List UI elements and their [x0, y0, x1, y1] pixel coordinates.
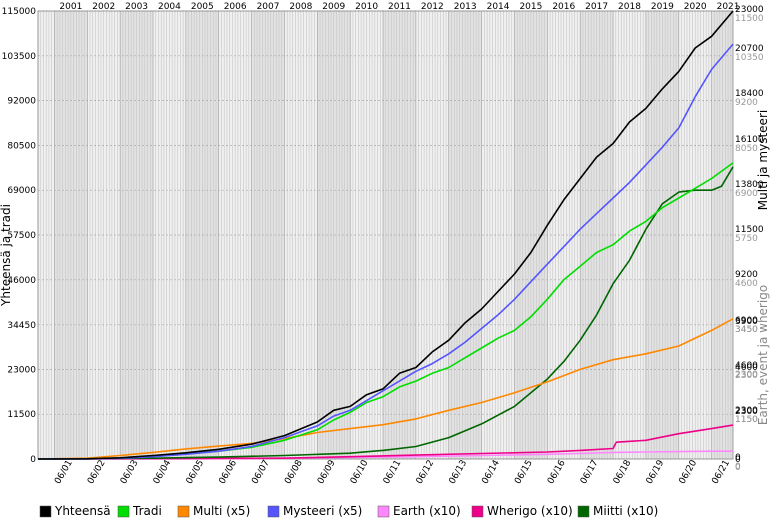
left-tick-label: 34450 [7, 321, 36, 331]
left-axis-ticks: 0 11500 23000 34450 46000 57500 69000 80500 9200… [2, 7, 37, 465]
right-tick-label: 2300 [735, 406, 758, 416]
year-label: 2002 [92, 2, 115, 12]
legend-swatch [471, 505, 484, 518]
right-tick-label-secondary: 11500 [735, 14, 764, 24]
year-label: 2009 [322, 2, 345, 12]
right-tick-label-secondary: 6900 [735, 189, 758, 199]
year-label: 2012 [421, 2, 444, 12]
right-tick-label: 4600 [735, 361, 758, 371]
right-tick-label: 9200 [735, 270, 758, 280]
legend-swatch [39, 505, 52, 518]
year-label: 2014 [487, 2, 510, 12]
right-tick-label: 6900 [735, 316, 758, 326]
right-tick-label-secondary: 1150 [735, 415, 758, 425]
year-label: 2011 [388, 2, 411, 12]
series-line-miitti-x10 [37, 166, 734, 460]
right-axis-title-top: Multi ja mysteeri [756, 110, 770, 210]
right-tick-label-secondary: 5750 [735, 234, 758, 244]
right-axis-title-bottom: Earth, event ja wherigo [756, 285, 770, 425]
right-bottom-tick-label: 4600 [735, 363, 758, 373]
year-label: 2017 [585, 2, 608, 12]
right-tick-label-secondary: 10350 [735, 53, 764, 63]
right-tick-label: 23000 [735, 5, 764, 15]
right-tick-label-secondary: 2300 [735, 370, 758, 380]
right-tick-label-secondary: 3450 [735, 325, 758, 335]
right-tick-label: 18400 [735, 89, 764, 99]
right-tick-label-secondary: 8050 [735, 144, 758, 154]
left-tick-label: 11500 [7, 410, 36, 420]
legend-swatch [267, 505, 280, 518]
year-label: 2001 [59, 2, 82, 12]
right-bottom-tick-label-secondary: 2300 [735, 371, 758, 381]
x-tick-labels: 06/01 06/02 06/03 06/04 06/05 06/06 06/07 06/08… [53, 458, 732, 486]
year-label: 2013 [454, 2, 477, 12]
right-tick-label: 13800 [735, 180, 764, 190]
legend-label: Multi (x5) [193, 504, 250, 518]
year-label: 2007 [257, 2, 280, 12]
series-line-yhteens [37, 10, 734, 460]
year-label: 2016 [552, 2, 575, 12]
legend-label: Miitti (x10) [593, 504, 658, 518]
year-label: 2021 [717, 2, 740, 12]
right-tick-label: 0 [735, 453, 741, 463]
left-tick-label: 69000 [7, 186, 36, 196]
legend: Yhteensä Tradi Multi (x5) Mysteeri (x5) Eart… [39, 504, 658, 518]
year-label: 2019 [651, 2, 674, 12]
right-bottom-tick-label-secondary: 1150 [735, 415, 758, 425]
series-line-mysteeri-x5 [37, 43, 734, 460]
left-tick-label: 103500 [2, 52, 37, 62]
legend-swatch [117, 505, 130, 518]
legend-label: Earth (x10) [393, 504, 461, 518]
right-axis-ticks: 2300020700184001610013800115009200690046… [735, 5, 764, 473]
right-tick-label: 20700 [735, 44, 764, 54]
right-tick-label: 16100 [735, 135, 764, 145]
legend-label: Wherigo (x10) [487, 504, 573, 518]
year-label: 2008 [289, 2, 312, 12]
left-tick-label: 57500 [7, 231, 36, 241]
right-bottom-tick-label: 3900 [735, 317, 758, 327]
right-bottom-tick-label: 0 [735, 455, 741, 465]
year-label: 2004 [158, 2, 181, 12]
left-tick-label: 46000 [7, 276, 36, 286]
legend-label: Mysteeri (x5) [283, 504, 362, 518]
legend-label: Tradi [132, 504, 162, 518]
left-tick-label: 0 [30, 455, 36, 465]
plot-frame [37, 10, 734, 460]
year-label: 2005 [191, 2, 214, 12]
right-tick-label-secondary: 9200 [735, 98, 758, 108]
year-label: 2010 [355, 2, 378, 12]
right-tick-label: 11500 [735, 225, 764, 235]
left-tick-label: 115000 [2, 7, 37, 17]
left-tick-label: 80500 [7, 141, 36, 151]
year-label: 2003 [125, 2, 148, 12]
left-tick-label: 92000 [7, 97, 36, 107]
legend-label: Yhteensä [54, 504, 111, 518]
series-line-wherigo-x10 [37, 424, 734, 460]
right-bottom-tick-label: 2300 [735, 407, 758, 417]
left-tick-label: 23000 [7, 365, 36, 375]
right-tick-label-secondary: 4600 [735, 279, 758, 289]
right-bottom-tick-label-secondary: 3450 [735, 325, 758, 335]
series-lines [37, 10, 734, 460]
legend-swatch [377, 505, 390, 518]
left-axis-title: Yhteensä ja tradi [0, 204, 13, 307]
year-label: 2018 [618, 2, 641, 12]
grid [37, 10, 734, 460]
year-label: 2006 [224, 2, 247, 12]
legend-swatch [577, 505, 590, 518]
year-labels: 2001 2002 2003 2004 2005 2006 2007 2008 2009 2010… [59, 2, 739, 12]
right-bottom-tick-label-secondary: 0 [735, 463, 741, 473]
right-tick-label-secondary: 0 [735, 462, 741, 472]
series-line-multi-x5 [37, 318, 734, 460]
year-label: 2015 [519, 2, 542, 12]
legend-swatch [177, 505, 190, 518]
year-label: 2020 [684, 2, 707, 12]
